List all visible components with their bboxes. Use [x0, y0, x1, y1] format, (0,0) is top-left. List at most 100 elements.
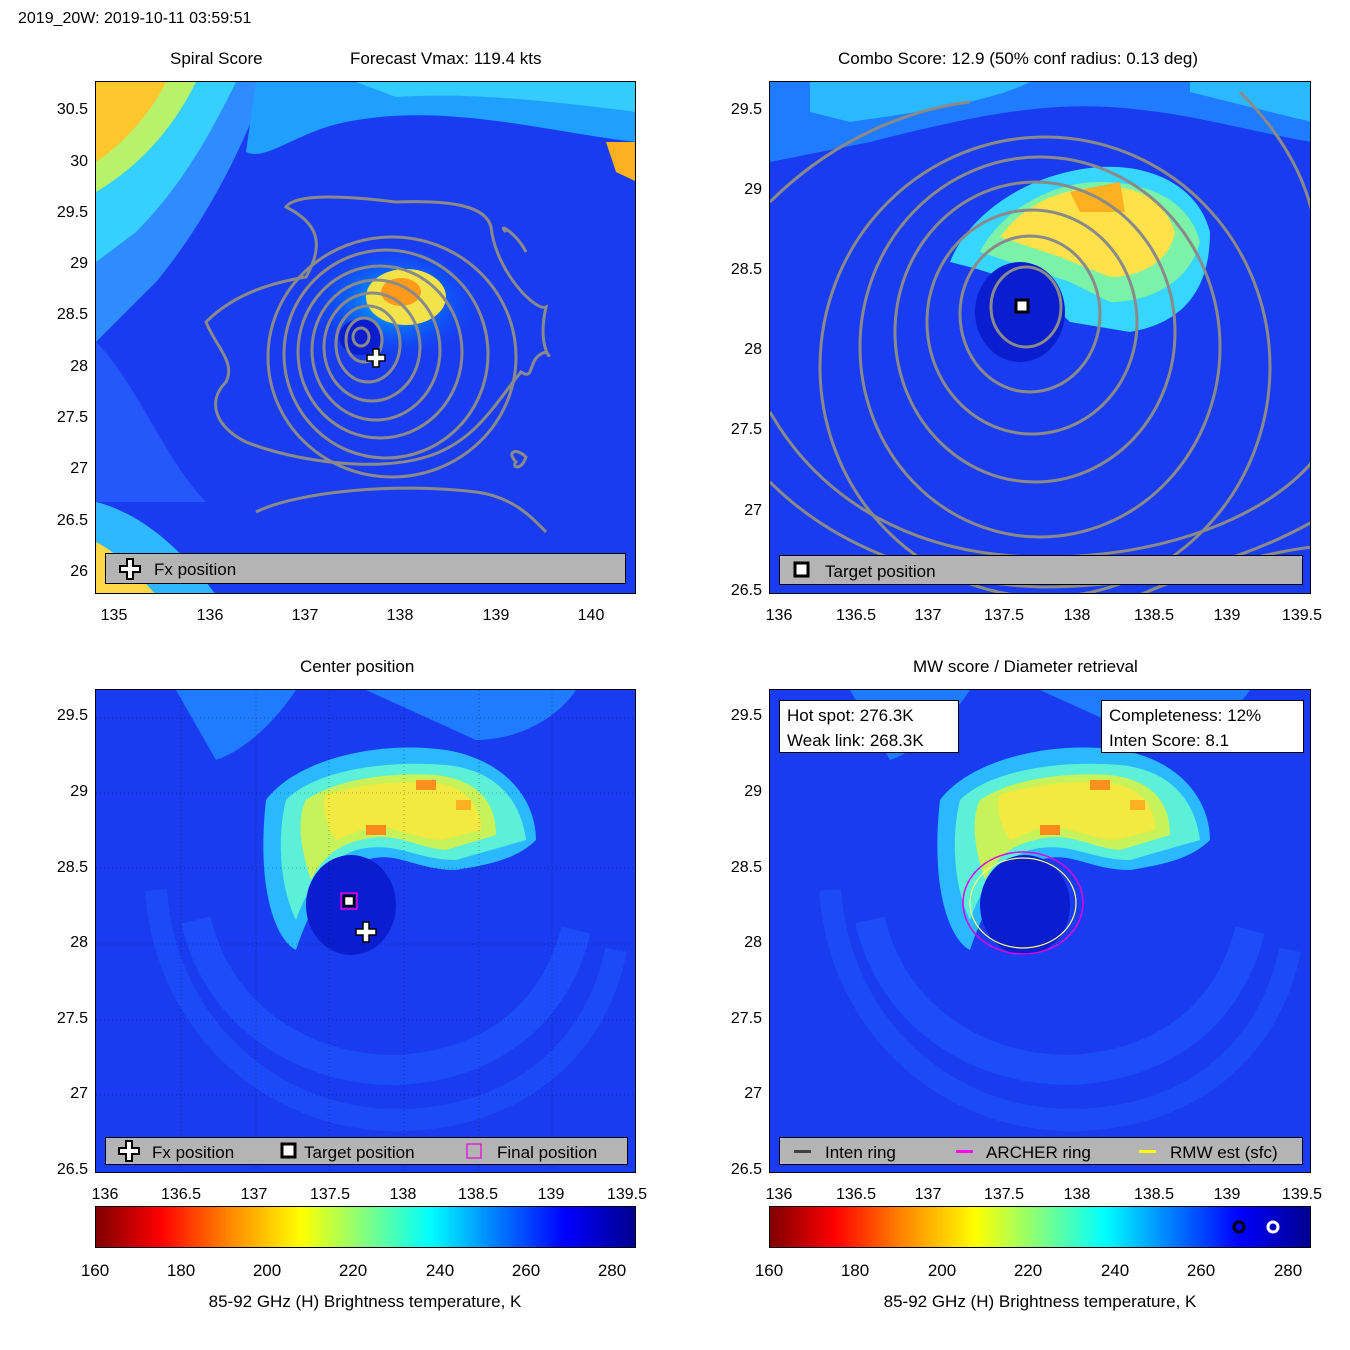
- ytick: 28.5: [730, 859, 762, 876]
- xtick: 136: [91, 1186, 119, 1203]
- xtick: 136.5: [835, 607, 877, 624]
- ytick: 29: [70, 255, 88, 272]
- rmw-ring-swatch: [1139, 1149, 1157, 1155]
- ytick: 27.5: [56, 409, 88, 426]
- xtick: 136.5: [160, 1186, 202, 1203]
- combo-target-marker: [1014, 298, 1030, 314]
- ytick: 28.5: [56, 859, 88, 876]
- ytick: 28.5: [730, 261, 762, 278]
- fx-marker-icon: [117, 1139, 141, 1163]
- center-fx-marker: [355, 921, 377, 943]
- ytick: 29: [744, 783, 762, 800]
- ytick: 26.5: [56, 512, 88, 529]
- xtick: 136: [765, 1186, 793, 1203]
- colorbar-right: [769, 1206, 1311, 1248]
- xtick: 139: [537, 1186, 565, 1203]
- ytick: 28: [70, 934, 88, 951]
- cbar-tick: 240: [425, 1261, 455, 1280]
- xtick: 137: [240, 1186, 268, 1203]
- target-marker-icon: [792, 560, 812, 580]
- ytick: 28: [744, 341, 762, 358]
- colorbar-right-label: 85-92 GHz (H) Brightness temperature, K: [883, 1292, 1197, 1311]
- xtick: 136.5: [835, 1186, 877, 1203]
- mw-panel: Hot spot: 276.3K Weak link: 268.3K Compl…: [769, 689, 1311, 1173]
- xtick: 139: [1213, 607, 1241, 624]
- spiral-panel: Fx position: [95, 81, 636, 594]
- hotspot-marker-icon: [1264, 1218, 1282, 1241]
- legend-label-fx: Fx position: [152, 1143, 235, 1162]
- legend-label-rmw: RMW est (sfc): [1170, 1143, 1278, 1162]
- cbar-tick: 280: [597, 1261, 627, 1280]
- figure-title: 2019_20W: 2019-10-11 03:59:51: [18, 10, 252, 27]
- spiral-plot: [96, 82, 635, 593]
- ytick: 29.5: [730, 707, 762, 724]
- cbar-tick: 220: [1013, 1261, 1043, 1280]
- mw-legend: Inten ring ARCHER ring RMW est (sfc): [779, 1137, 1303, 1165]
- xtick: 139: [1213, 1186, 1241, 1203]
- cbar-tick: 200: [252, 1261, 282, 1280]
- cbar-tick: 260: [1186, 1261, 1216, 1280]
- ytick: 29.5: [730, 101, 762, 118]
- legend-label-target: Target position: [825, 562, 936, 581]
- hotspot-text: Hot spot: 276.3K: [787, 706, 914, 725]
- combo-title: Combo Score: 12.9 (50% conf radius: 0.13…: [838, 49, 1199, 68]
- xtick: 137.5: [309, 1186, 351, 1203]
- ytick: 26.5: [730, 1161, 762, 1178]
- archer-ring-swatch: [956, 1149, 974, 1155]
- cbar-tick: 180: [166, 1261, 196, 1280]
- combo-plot: [770, 82, 1310, 593]
- xtick: 137.5: [983, 607, 1025, 624]
- ytick: 29.5: [56, 204, 88, 221]
- cbar-tick: 260: [511, 1261, 541, 1280]
- xtick: 138: [389, 1186, 417, 1203]
- spiral-legend: Fx position: [105, 553, 626, 584]
- center-legend: Fx position Target position Final positi…: [105, 1137, 628, 1165]
- legend-label-final: Final position: [497, 1143, 598, 1162]
- ytick: 30: [70, 153, 88, 170]
- legend-label-inten: Inten ring: [825, 1143, 896, 1162]
- ytick: 28: [70, 358, 88, 375]
- ytick: 29: [70, 783, 88, 800]
- colorbar-left-label: 85-92 GHz (H) Brightness temperature, K: [208, 1292, 522, 1311]
- xtick: 139.5: [606, 1186, 648, 1203]
- center-target-marker: [342, 894, 356, 908]
- xtick: 137: [914, 607, 942, 624]
- mw-plot: [770, 690, 1310, 1172]
- xtick: 138.5: [457, 1186, 499, 1203]
- xtick: 138.5: [1133, 607, 1175, 624]
- hotspot-box: Hot spot: 276.3K Weak link: 268.3K: [779, 700, 959, 753]
- target-marker-icon: [279, 1141, 299, 1161]
- spiral-vmax: Forecast Vmax: 119.4 kts: [350, 49, 542, 68]
- colorbar-left: [95, 1206, 636, 1248]
- ytick: 27.5: [730, 1010, 762, 1027]
- spiral-title: Spiral Score: [170, 49, 263, 68]
- xtick: 139.5: [1281, 607, 1323, 624]
- xtick: 135: [100, 607, 128, 624]
- ytick: 29.5: [56, 707, 88, 724]
- xtick: 140: [577, 607, 605, 624]
- rmw-ring: [969, 857, 1077, 949]
- legend-label-target: Target position: [304, 1143, 415, 1162]
- ytick: 27: [744, 1085, 762, 1102]
- ytick: 29: [744, 181, 762, 198]
- xtick: 137: [914, 1186, 942, 1203]
- ytick: 26.5: [56, 1161, 88, 1178]
- xtick: 138: [386, 607, 414, 624]
- xtick: 139.5: [1281, 1186, 1323, 1203]
- ytick: 27.5: [730, 421, 762, 438]
- inten-score-text: Inten Score: 8.1: [1109, 731, 1230, 750]
- cbar-tick: 280: [1273, 1261, 1303, 1280]
- final-marker-icon: [464, 1141, 484, 1161]
- ytick: 27: [744, 502, 762, 519]
- cbar-tick: 160: [754, 1261, 784, 1280]
- archer-ring: [962, 851, 1084, 955]
- fx-marker-icon: [118, 557, 142, 581]
- ytick: 28: [744, 934, 762, 951]
- cbar-tick: 240: [1100, 1261, 1130, 1280]
- combo-legend: Target position: [779, 555, 1303, 585]
- mw-title: MW score / Diameter retrieval: [913, 657, 1138, 676]
- legend-label-fx: Fx position: [154, 560, 237, 579]
- center-plot: [96, 690, 635, 1172]
- cbar-tick: 160: [80, 1261, 110, 1280]
- completeness-text: Completeness: 12%: [1109, 706, 1262, 725]
